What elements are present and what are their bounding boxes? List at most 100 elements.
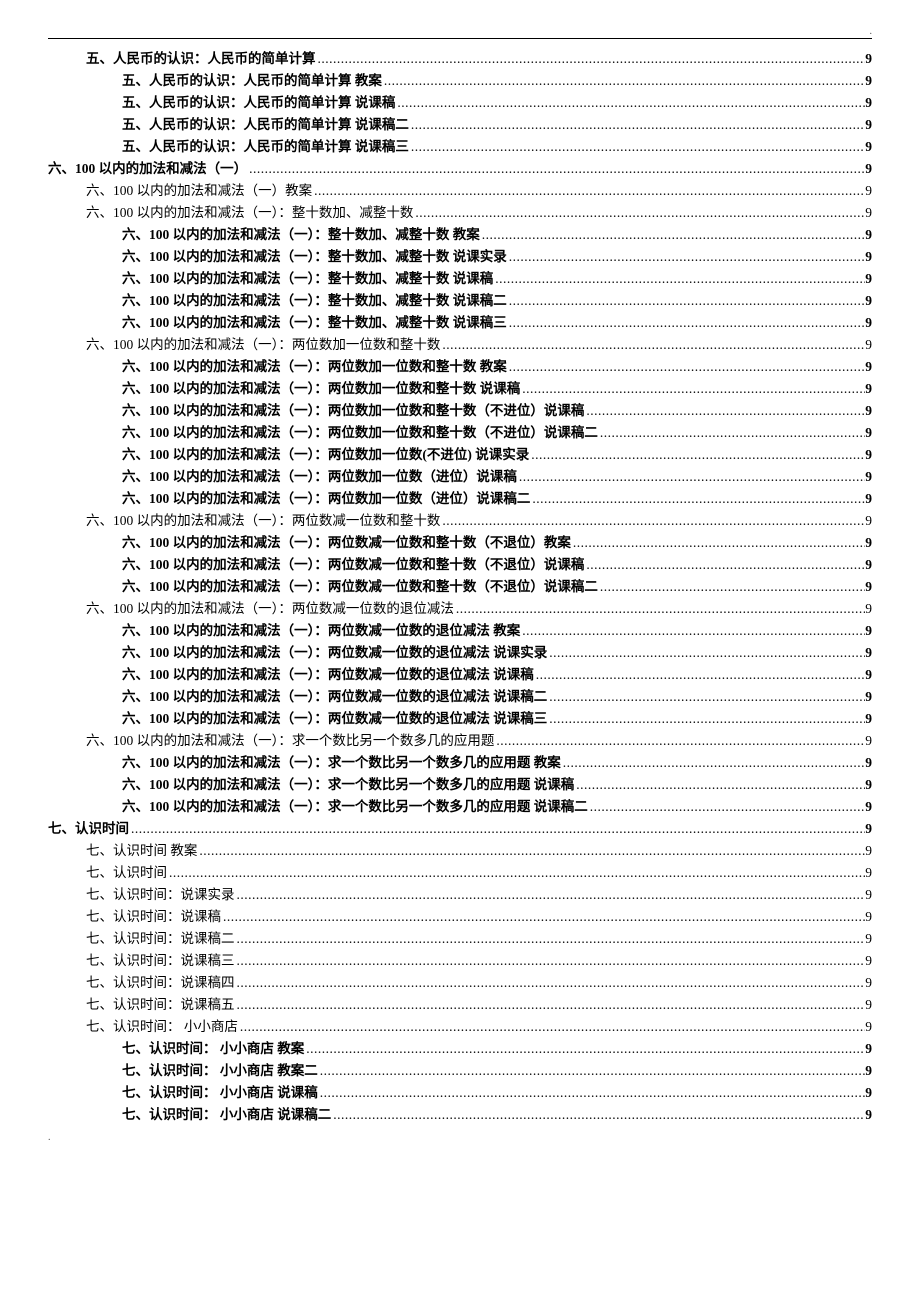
toc-leader-dots [304, 1041, 865, 1057]
toc-entry-label: 七、认识时间 [48, 817, 129, 837]
toc-entry[interactable]: 七、认识时间：说课稿五 9 [48, 993, 872, 1013]
toc-leader-dots [318, 1063, 866, 1079]
toc-leader-dots [507, 315, 866, 331]
toc-entry[interactable]: 六、100 以内的加法和减法（一）：两位数加一位数和整十数 说课稿 9 [48, 377, 872, 397]
toc-entry-label: 六、100 以内的加法和减法（一）：两位数减一位数的退位减法 说课稿二 [122, 685, 547, 705]
toc-entry[interactable]: 六、100 以内的加法和减法（一）：两位数减一位数的退位减法 说课稿三 9 [48, 707, 872, 727]
toc-entry-label: 六、100 以内的加法和减法（一）：两位数加一位数和整十数 [86, 333, 440, 353]
toc-entry[interactable]: 六、100 以内的加法和减法（一）：两位数减一位数的退位减法 说课实录 9 [48, 641, 872, 661]
toc-entry[interactable]: 五、人民币的认识：人民币的简单计算 说课稿三 9 [48, 135, 872, 155]
toc-entry[interactable]: 七、认识时间： 小小商店 教案二 9 [48, 1059, 872, 1079]
top-horizontal-rule [48, 38, 872, 39]
toc-entry[interactable]: 六、100 以内的加法和减法（一）：求一个数比另一个数多几的应用题 教案 9 [48, 751, 872, 771]
toc-entry-label: 七、认识时间：说课稿三 [86, 949, 235, 969]
toc-entry[interactable]: 五、人民币的认识：人民币的简单计算 教案 9 [48, 69, 872, 89]
toc-leader-dots [235, 997, 866, 1013]
toc-entry-label: 六、100 以内的加法和减法（一）：求一个数比另一个数多几的应用题 [86, 729, 494, 749]
toc-entry-label: 五、人民币的认识：人民币的简单计算 [86, 47, 316, 67]
toc-entry[interactable]: 六、100 以内的加法和减法（一）：两位数减一位数的退位减法 9 [48, 597, 872, 617]
toc-entry-page: 9 [865, 227, 872, 243]
toc-leader-dots [494, 733, 865, 749]
toc-entry-label: 六、100 以内的加法和减法（一）：两位数加一位数和整十数（不进位）说课稿二 [122, 421, 598, 441]
toc-entry-label: 六、100 以内的加法和减法（一）：两位数加一位数（进位）说课稿 [122, 465, 517, 485]
toc-entry[interactable]: 六、100 以内的加法和减法（一）：两位数加一位数和整十数 教案 9 [48, 355, 872, 375]
toc-entry-page: 9 [865, 645, 872, 661]
toc-entry[interactable]: 六、100 以内的加法和减法（一）：整十数加、减整十数 说课稿三 9 [48, 311, 872, 331]
toc-leader-dots [316, 51, 866, 67]
toc-entry[interactable]: 六、100 以内的加法和减法（一）：两位数加一位数(不进位) 说课实录 9 [48, 443, 872, 463]
toc-leader-dots [571, 535, 865, 551]
toc-entry-page: 9 [865, 689, 872, 705]
toc-entry[interactable]: 七、认识时间：说课稿二 9 [48, 927, 872, 947]
toc-entry-page: 9 [865, 667, 872, 683]
toc-leader-dots [167, 865, 865, 881]
toc-entry-label: 七、认识时间： 小小商店 说课稿 [122, 1081, 318, 1101]
toc-entry[interactable]: 六、100 以内的加法和减法（一）：整十数加、减整十数 说课稿9 [48, 267, 872, 287]
toc-entry[interactable]: 六、100 以内的加法和减法（一）：整十数加、减整十数 教案 9 [48, 223, 872, 243]
toc-entry[interactable]: 六、100 以内的加法和减法（一）：整十数加、减整十数 说课稿二 9 [48, 289, 872, 309]
toc-entry-page: 9 [865, 535, 872, 551]
toc-leader-dots [561, 755, 866, 771]
toc-entry-label: 五、人民币的认识：人民币的简单计算 说课稿三 [122, 135, 409, 155]
toc-entry-page: 9 [865, 447, 872, 463]
toc-leader-dots [584, 403, 865, 419]
toc-entry[interactable]: 七、认识时间： 小小商店 说课稿二 9 [48, 1103, 872, 1123]
toc-entry[interactable]: 六、100 以内的加法和减法（一）：两位数加一位数（进位）说课稿二 9 [48, 487, 872, 507]
toc-entry-label: 六、100 以内的加法和减法（一） [48, 157, 247, 177]
toc-entry[interactable]: 五、人民币的认识：人民币的简单计算 说课稿二 9 [48, 113, 872, 133]
toc-entry[interactable]: 六、100 以内的加法和减法（一）：两位数加一位数和整十数（不进位）说课稿9 [48, 399, 872, 419]
toc-entry[interactable]: 七、认识时间： 小小商店 教案 9 [48, 1037, 872, 1057]
toc-entry[interactable]: 六、100 以内的加法和减法（一）：两位数加一位数（进位）说课稿9 [48, 465, 872, 485]
toc-entry-label: 六、100 以内的加法和减法（一）：两位数加一位数和整十数 教案 [122, 355, 507, 375]
toc-entry-page: 9 [865, 1063, 872, 1079]
toc-entry[interactable]: 七、认识时间 9 [48, 861, 872, 881]
toc-entry-label: 六、100 以内的加法和减法（一）：求一个数比另一个数多几的应用题 说课稿二 [122, 795, 588, 815]
toc-entry-label: 六、100 以内的加法和减法（一）：整十数加、减整十数 教案 [122, 223, 480, 243]
toc-entry[interactable]: 七、认识时间 教案 9 [48, 839, 872, 859]
toc-entry[interactable]: 六、100 以内的加法和减法（一） 9 [48, 157, 872, 177]
toc-entry[interactable]: 五、人民币的认识：人民币的简单计算 9 [48, 47, 872, 67]
toc-entry-page: 9 [865, 359, 872, 375]
toc-leader-dots [247, 161, 865, 177]
toc-entry[interactable]: 七、认识时间： 小小商店 说课稿9 [48, 1081, 872, 1101]
toc-leader-dots [547, 711, 865, 727]
toc-entry[interactable]: 六、100 以内的加法和减法（一）：两位数减一位数和整十数 9 [48, 509, 872, 529]
toc-entry[interactable]: 六、100 以内的加法和减法（一）教案 9 [48, 179, 872, 199]
toc-leader-dots [598, 579, 865, 595]
toc-entry[interactable]: 六、100 以内的加法和减法（一）：求一个数比另一个数多几的应用题 说课稿9 [48, 773, 872, 793]
toc-entry[interactable]: 六、100 以内的加法和减法（一）：两位数加一位数和整十数（不进位）说课稿二 9 [48, 421, 872, 441]
toc-entry-page: 9 [865, 601, 872, 617]
toc-entry[interactable]: 六、100 以内的加法和减法（一）：两位数加一位数和整十数 9 [48, 333, 872, 353]
toc-leader-dots [235, 975, 866, 991]
toc-entry[interactable]: 七、认识时间： 小小商店 9 [48, 1015, 872, 1035]
toc-entry-label: 六、100 以内的加法和减法（一）：整十数加、减整十数 说课稿三 [122, 311, 507, 331]
toc-entry-page: 9 [865, 1019, 872, 1035]
toc-entry[interactable]: 六、100 以内的加法和减法（一）：两位数减一位数的退位减法 说课稿二 9 [48, 685, 872, 705]
toc-entry[interactable]: 六、100 以内的加法和减法（一）：两位数减一位数和整十数（不退位）说课稿二 9 [48, 575, 872, 595]
toc-entry-page: 9 [865, 205, 872, 221]
toc-entry[interactable]: 六、100 以内的加法和减法（一）：两位数减一位数和整十数（不退位）教案 9 [48, 531, 872, 551]
toc-entry-label: 七、认识时间：说课稿 [86, 905, 221, 925]
toc-entry[interactable]: 六、100 以内的加法和减法（一）：两位数减一位数和整十数（不退位）说课稿9 [48, 553, 872, 573]
toc-entry[interactable]: 六、100 以内的加法和减法（一）：求一个数比另一个数多几的应用题 9 [48, 729, 872, 749]
toc-entry-page: 9 [865, 1041, 872, 1057]
toc-entry[interactable]: 六、100 以内的加法和减法（一）：整十数加、减整十数 说课实录 9 [48, 245, 872, 265]
toc-entry-page: 9 [865, 865, 872, 881]
toc-leader-dots [197, 843, 865, 859]
toc-entry[interactable]: 六、100 以内的加法和减法（一）：整十数加、减整十数 9 [48, 201, 872, 221]
toc-leader-dots [480, 227, 866, 243]
toc-entry[interactable]: 七、认识时间：说课稿 9 [48, 905, 872, 925]
toc-entry[interactable]: 七、认识时间：说课实录 9 [48, 883, 872, 903]
toc-entry[interactable]: 七、认识时间 9 [48, 817, 872, 837]
toc-entry[interactable]: 六、100 以内的加法和减法（一）：两位数减一位数的退位减法 教案 9 [48, 619, 872, 639]
toc-entry-page: 9 [865, 73, 872, 89]
toc-leader-dots [547, 645, 865, 661]
toc-entry[interactable]: 六、100 以内的加法和减法（一）：两位数减一位数的退位减法 说课稿9 [48, 663, 872, 683]
toc-entry[interactable]: 六、100 以内的加法和减法（一）：求一个数比另一个数多几的应用题 说课稿二 9 [48, 795, 872, 815]
toc-entry-page: 9 [865, 931, 872, 947]
toc-entry[interactable]: 五、人民币的认识：人民币的简单计算 说课稿9 [48, 91, 872, 111]
toc-entry-page: 9 [865, 799, 872, 815]
toc-entry[interactable]: 七、认识时间：说课稿四 9 [48, 971, 872, 991]
toc-entry[interactable]: 七、认识时间：说课稿三 9 [48, 949, 872, 969]
toc-entry-page: 9 [865, 403, 872, 419]
